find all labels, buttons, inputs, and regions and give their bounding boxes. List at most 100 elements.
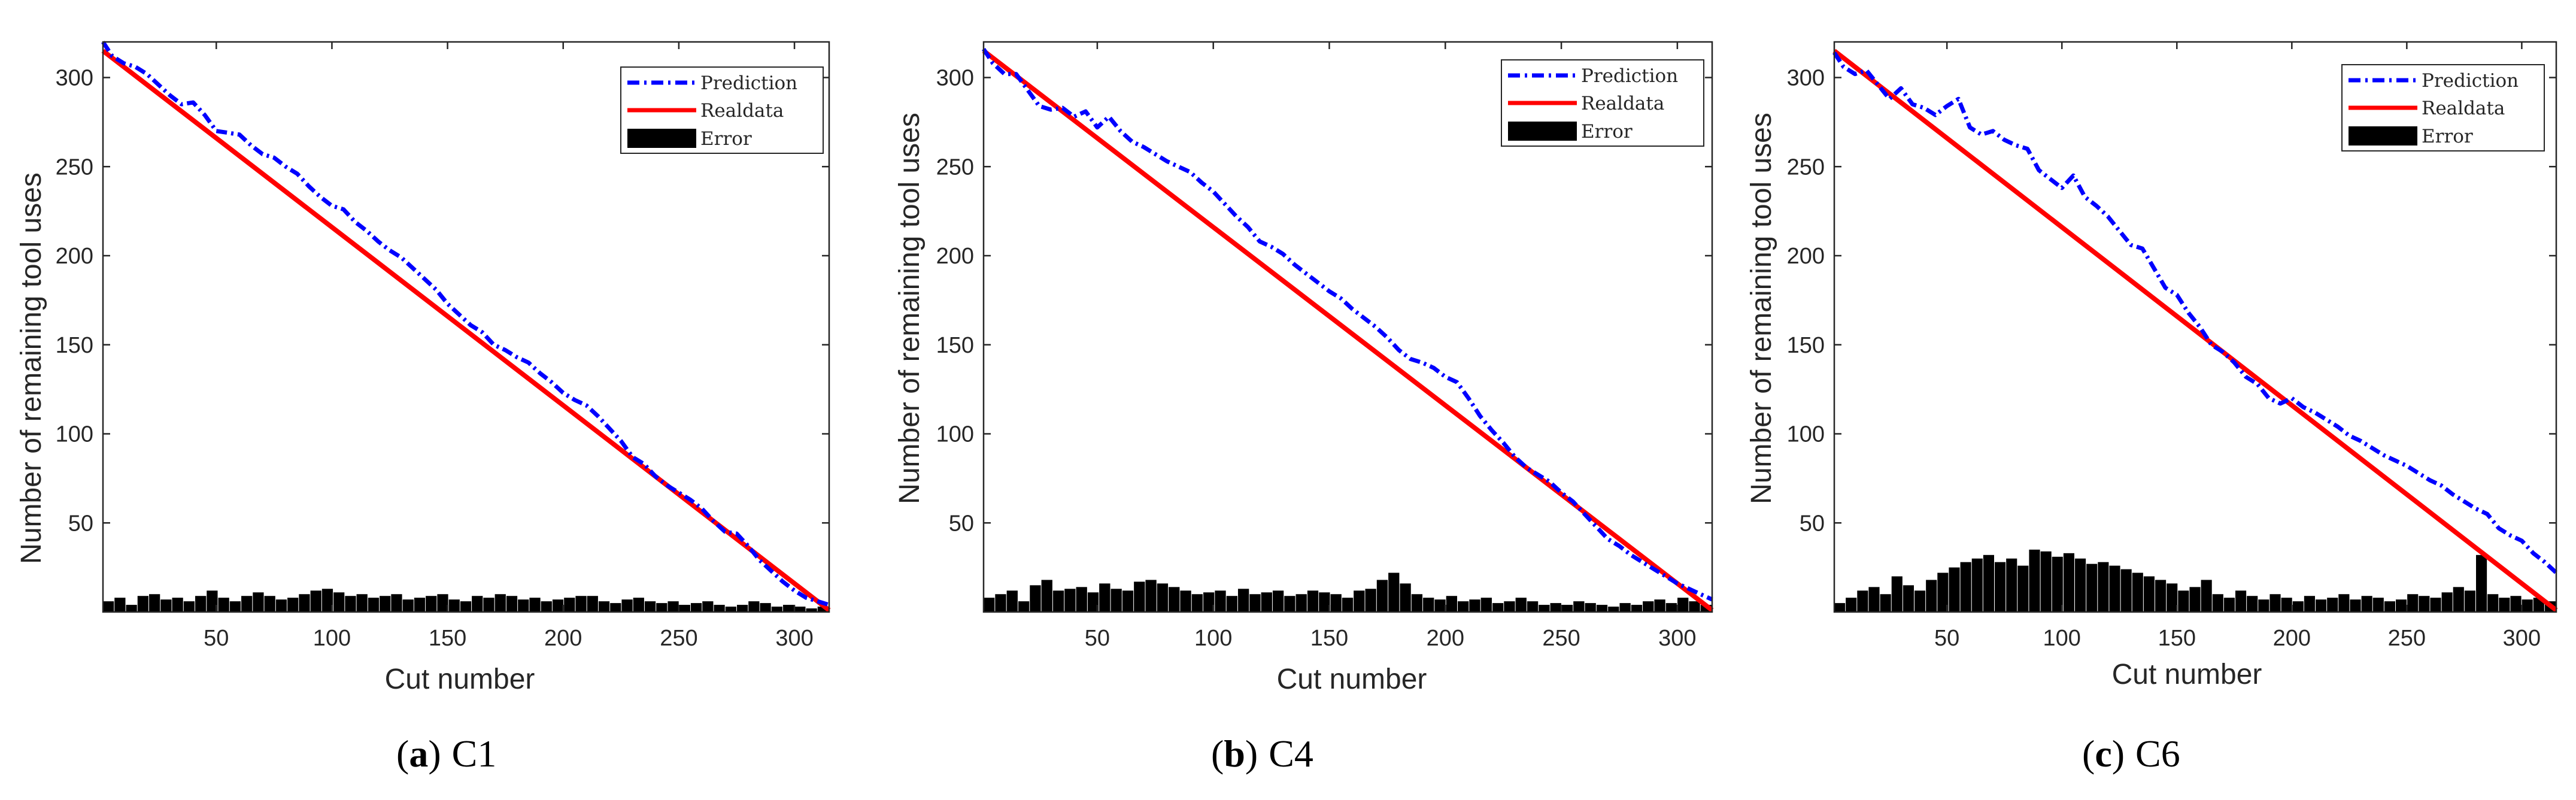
error-bar [2372, 598, 2384, 612]
error-bar [1076, 587, 1087, 612]
x-tick-label: 150 [2158, 626, 2196, 651]
error-bar [782, 605, 794, 612]
legend-label-prediction: Prediction [700, 72, 797, 94]
error-bar [1354, 590, 1365, 612]
error-bar [1846, 598, 1857, 612]
panel-c1: 50 100 150 200 250 300 50 100 150 200 250 300 Cut n… [16, 41, 831, 775]
error-bar [552, 599, 564, 612]
error-bar [2143, 576, 2155, 612]
x-tick-label: 100 [1194, 626, 1232, 651]
error-bar [1868, 587, 1880, 612]
error-bar [1330, 594, 1342, 612]
error-bar [679, 605, 690, 612]
error-bar [207, 590, 218, 612]
error-bar [1960, 562, 1971, 612]
error-bar [1983, 554, 1994, 612]
legend-label-error: Error [2422, 126, 2473, 147]
error-bar [1423, 598, 1434, 612]
legend-label-prediction: Prediction [1581, 65, 1678, 87]
caption-name: C6 [2135, 732, 2180, 775]
error-bar [391, 594, 402, 612]
error-bar [1492, 603, 1504, 612]
error-bar [1689, 601, 1700, 612]
error-bar [1446, 596, 1458, 612]
error-bar [1857, 590, 1868, 612]
error-bar [1052, 590, 1064, 612]
error-bar [2338, 594, 2350, 612]
error-bar [2120, 569, 2132, 612]
error-bar [2132, 572, 2143, 612]
error-bar [264, 596, 275, 612]
error-bar [2017, 565, 2029, 612]
error-bar [2464, 590, 2475, 612]
x-tick-label: 100 [313, 626, 351, 651]
error-bar [1087, 592, 1099, 612]
error-bar [2006, 558, 2017, 612]
legend: Prediction Realdata Error [1501, 59, 1704, 147]
error-bar [2269, 594, 2281, 612]
y-tick-label: 200 [56, 244, 93, 269]
error-bar [806, 608, 817, 612]
error-bar [575, 596, 587, 612]
error-bar [448, 599, 460, 612]
y-tick-label: 250 [1787, 154, 1825, 180]
error-bar [2441, 592, 2453, 612]
error-bar [1191, 594, 1203, 612]
x-tick-label: 300 [1658, 626, 1696, 651]
panel-c6: 50 100 150 200 250 300 50 100 150 200 250 300 Cut n… [1746, 41, 2558, 775]
y-tick-label: 100 [1787, 422, 1825, 447]
error-bar [1631, 605, 1643, 612]
error-bar [1307, 590, 1319, 612]
error-bar [702, 601, 714, 612]
error-bar [310, 590, 321, 612]
y-tick-label: 50 [1800, 511, 1825, 536]
legend-label-error: Error [1581, 121, 1633, 143]
y-axis-label: Number of remaining tool uses [894, 113, 926, 504]
x-tick-label: 50 [204, 626, 229, 651]
error-bar [2350, 599, 2361, 612]
error-bar [172, 598, 183, 612]
error-bar [1834, 603, 1846, 612]
x-tick-label: 250 [660, 626, 697, 651]
prediction-line [1832, 51, 2558, 575]
error-bar [2189, 587, 2201, 612]
error-bar [1249, 594, 1261, 612]
error-bar [183, 601, 195, 612]
error-bar [1539, 605, 1550, 612]
error-bar [1903, 585, 1914, 612]
legend-swatch-error [1508, 122, 1577, 141]
error-bar [1971, 558, 1983, 612]
y-tick-label: 200 [936, 244, 974, 269]
error-bar [1180, 590, 1191, 612]
error-bar [1504, 601, 1515, 612]
caption-name: C4 [1269, 732, 1313, 775]
error-bar [160, 599, 172, 612]
error-bar [1110, 589, 1122, 612]
error-bar [2419, 596, 2430, 612]
error-bar [506, 596, 518, 612]
error-bar [529, 598, 541, 612]
y-axis-label: Number of remaining tool uses [16, 172, 47, 564]
error-bar [760, 603, 771, 612]
y-tick-label: 300 [936, 66, 974, 91]
x-tick-label: 150 [1310, 626, 1348, 651]
error-bar [2212, 594, 2223, 612]
error-bar [195, 596, 207, 612]
error-bar [472, 596, 483, 612]
error-bar [633, 598, 644, 612]
error-bar [275, 599, 287, 612]
error-bar [1237, 589, 1249, 612]
error-bar [587, 596, 598, 612]
error-bar [2292, 601, 2304, 612]
error-bar [1665, 603, 1677, 612]
y-tick-label: 50 [68, 511, 93, 536]
error-bar [1891, 576, 1903, 612]
y-tick-label: 150 [936, 333, 974, 358]
error-bar [1573, 601, 1585, 612]
error-bar [1527, 601, 1539, 612]
axes-frame [982, 41, 1713, 613]
x-tick-label: 200 [2273, 626, 2311, 651]
y-tick-label: 200 [1787, 244, 1825, 269]
error-bar [1261, 592, 1272, 612]
error-bar [1515, 598, 1527, 612]
